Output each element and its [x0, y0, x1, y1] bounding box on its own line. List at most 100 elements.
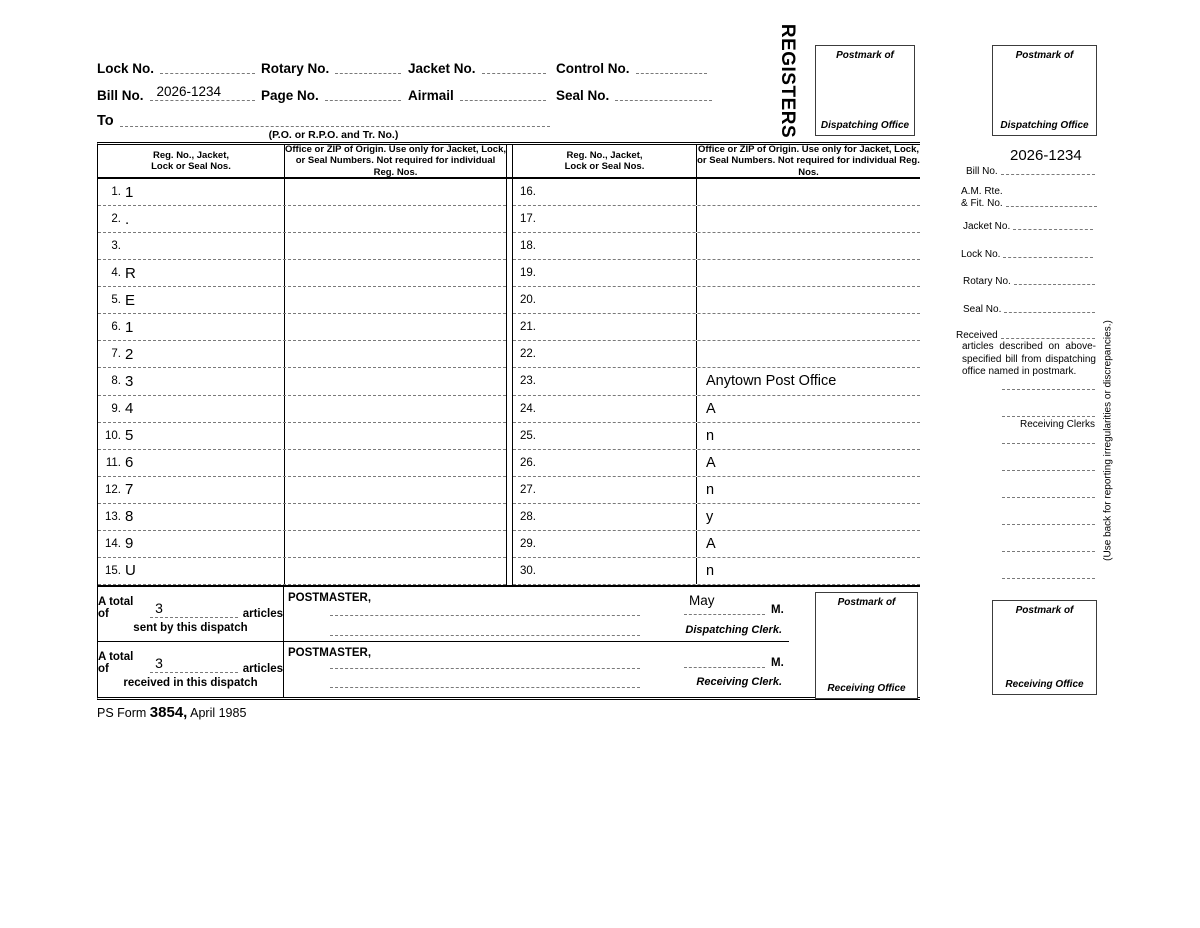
office-cell[interactable]: A	[696, 449, 920, 476]
postmark-box-receiving-2[interactable]: Postmark of Receiving Office	[992, 600, 1097, 695]
office-cell[interactable]	[284, 260, 506, 287]
office-value: n	[706, 481, 715, 498]
table-row: 14. 9	[98, 530, 506, 558]
office-cell[interactable]	[696, 341, 920, 368]
office-cell[interactable]	[284, 233, 506, 260]
office-cell[interactable]: n	[696, 557, 920, 584]
reg-no-value[interactable]: 7	[125, 481, 134, 499]
reg-no-value[interactable]: E	[125, 291, 136, 309]
postmark-box-dispatching-1[interactable]: Postmark of Dispatching Office	[815, 45, 915, 136]
office-cell[interactable]: n	[696, 476, 920, 503]
stub-received-line[interactable]	[1000, 338, 1095, 339]
office-cell[interactable]: A	[696, 530, 920, 557]
office-cell[interactable]	[284, 557, 506, 584]
receiving-clerk-label: Receiving Clerk.	[696, 676, 782, 688]
office-cell[interactable]	[696, 233, 920, 260]
control-no-label: Control No.	[556, 61, 630, 76]
reg-no-value[interactable]: 8	[125, 508, 134, 526]
office-cell[interactable]	[696, 260, 920, 287]
reg-no-value[interactable]: 9	[125, 535, 134, 553]
reg-no-value[interactable]: 1	[125, 183, 134, 201]
postmark-of-label: Postmark of	[836, 50, 894, 61]
jacket-no-line[interactable]	[481, 73, 546, 74]
office-cell[interactable]	[696, 206, 920, 233]
signature-line[interactable]	[330, 635, 640, 636]
office-cell[interactable]: n	[696, 422, 920, 449]
reg-no-value[interactable]: R	[125, 264, 136, 282]
field-page-no: Page No.	[261, 86, 401, 103]
seal-no-line[interactable]	[615, 100, 712, 101]
receiving-clerk-signature-line[interactable]	[1002, 497, 1095, 498]
office-cell[interactable]	[696, 179, 920, 206]
reg-no-value[interactable]: 2	[125, 345, 134, 363]
stub-jacket-no-line[interactable]	[1013, 229, 1093, 230]
signature-line[interactable]	[330, 687, 640, 688]
postmaster-label: POSTMASTER,	[288, 592, 372, 604]
stub-lock-no-line[interactable]	[1003, 257, 1093, 258]
bill-no-line[interactable]: 2026-1234	[149, 84, 255, 101]
page-no-line[interactable]	[324, 100, 401, 101]
reg-no-value[interactable]: 3	[125, 372, 134, 390]
row-number: 30.	[520, 564, 536, 577]
table-row: 21.	[513, 314, 920, 342]
stub-field-am-rte-fit-no: A.M. Rte. & Fit. No.	[961, 182, 1097, 209]
to-line[interactable]	[119, 126, 550, 127]
table-row: 9. 4	[98, 395, 506, 423]
office-cell[interactable]	[284, 449, 506, 476]
receiving-clerk-signature-line[interactable]	[1002, 443, 1095, 444]
office-cell[interactable]	[284, 179, 506, 206]
airmail-label: Airmail	[408, 88, 454, 103]
reg-no-value[interactable]: 6	[125, 454, 134, 472]
table-row: 28. y	[513, 503, 920, 531]
postmark-box-dispatching-2[interactable]: Postmark of Dispatching Office	[992, 45, 1097, 136]
totals-divider-line	[98, 641, 789, 642]
office-cell[interactable]: A	[696, 395, 920, 422]
office-cell[interactable]	[284, 476, 506, 503]
stub-seal-no-line[interactable]	[1004, 312, 1095, 313]
receiving-clerk-signature-line[interactable]	[1002, 470, 1095, 471]
reg-no-value[interactable]: .	[125, 210, 130, 228]
office-cell[interactable]	[284, 368, 506, 395]
office-cell[interactable]	[696, 287, 920, 314]
reg-no-value[interactable]: 4	[125, 400, 134, 418]
field-seal-no: Seal No.	[556, 86, 712, 103]
postmark-box-receiving-1[interactable]: Postmark of Receiving Office	[815, 592, 918, 699]
reg-no-value[interactable]: 1	[125, 318, 134, 336]
dispatch-time-line[interactable]	[684, 614, 765, 615]
office-cell[interactable]: y	[696, 503, 920, 530]
control-no-line[interactable]	[635, 73, 707, 74]
office-cell[interactable]	[696, 314, 920, 341]
row-number: 26.	[520, 456, 536, 469]
stub-bill-no-line[interactable]	[1000, 174, 1095, 175]
rotary-no-label: Rotary No.	[261, 61, 330, 76]
receiving-clerk-signature-line[interactable]	[1002, 389, 1095, 390]
office-cell[interactable]	[284, 287, 506, 314]
field-jacket-no: Jacket No.	[408, 59, 546, 76]
signature-line[interactable]	[330, 615, 640, 616]
use-back-note: (Use back for reporting irregularities o…	[1102, 320, 1114, 561]
office-cell[interactable]	[284, 530, 506, 557]
receiving-clerk-signature-line[interactable]	[1002, 551, 1095, 552]
received-total-line[interactable]: 3	[150, 655, 238, 673]
stub-rotary-no-line[interactable]	[1013, 284, 1095, 285]
stub-am-rte-line[interactable]	[1005, 206, 1097, 207]
receiving-clerk-signature-line[interactable]	[1002, 416, 1095, 417]
receive-time-line[interactable]	[684, 667, 765, 668]
sent-total-line[interactable]: 3	[150, 600, 238, 618]
office-cell[interactable]	[284, 503, 506, 530]
lock-no-line[interactable]	[160, 73, 255, 74]
office-cell[interactable]	[284, 314, 506, 341]
reg-no-value[interactable]: 5	[125, 427, 134, 445]
office-cell[interactable]	[284, 395, 506, 422]
office-cell[interactable]	[284, 341, 506, 368]
office-cell[interactable]	[284, 422, 506, 449]
receiving-clerk-signature-line[interactable]	[1002, 578, 1095, 579]
rotary-no-line[interactable]	[335, 73, 401, 74]
reg-no-value[interactable]: U	[125, 562, 136, 580]
airmail-line[interactable]	[459, 100, 546, 101]
office-cell[interactable]	[284, 206, 506, 233]
signature-line[interactable]	[330, 668, 640, 669]
table-row: 5. E	[98, 287, 506, 315]
receiving-clerk-signature-line[interactable]	[1002, 524, 1095, 525]
office-cell[interactable]: Anytown Post Office	[696, 368, 920, 395]
